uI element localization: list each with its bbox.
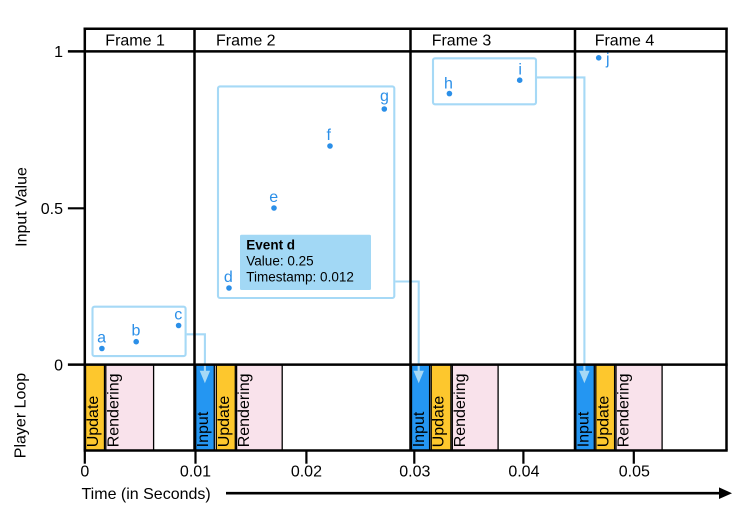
svg-text:h: h — [444, 75, 453, 92]
svg-text:Rendering: Rendering — [616, 373, 633, 447]
svg-text:Frame 3: Frame 3 — [432, 33, 492, 50]
svg-text:b: b — [132, 323, 141, 340]
svg-text:0.04: 0.04 — [508, 464, 539, 481]
svg-text:i: i — [518, 61, 522, 78]
svg-text:0.03: 0.03 — [399, 464, 430, 481]
svg-text:0.5: 0.5 — [41, 201, 63, 218]
svg-text:Event d: Event d — [246, 237, 295, 252]
svg-text:Frame 1: Frame 1 — [105, 33, 165, 50]
svg-text:Frame 4: Frame 4 — [595, 33, 655, 50]
svg-text:j: j — [605, 51, 610, 68]
svg-text:Frame 2: Frame 2 — [216, 33, 276, 50]
svg-text:Input: Input — [575, 411, 592, 447]
svg-text:Update: Update — [85, 396, 102, 448]
svg-text:Input: Input — [411, 411, 428, 447]
svg-text:c: c — [174, 307, 182, 324]
svg-text:Update: Update — [431, 396, 448, 448]
svg-text:1: 1 — [54, 44, 63, 61]
svg-text:Player Loop: Player Loop — [13, 373, 30, 458]
svg-text:Update: Update — [595, 396, 612, 448]
svg-text:Rendering: Rendering — [105, 373, 122, 447]
svg-text:Timestamp: 0.012: Timestamp: 0.012 — [246, 270, 354, 285]
svg-text:0: 0 — [80, 464, 89, 481]
svg-text:Input: Input — [195, 411, 212, 447]
svg-text:g: g — [380, 88, 389, 105]
svg-text:Rendering: Rendering — [452, 373, 469, 447]
svg-text:Time (in Seconds): Time (in Seconds) — [82, 486, 211, 503]
svg-text:Value: 0.25: Value: 0.25 — [246, 254, 313, 269]
svg-text:Update: Update — [216, 396, 233, 448]
svg-text:Rendering: Rendering — [236, 373, 253, 447]
svg-text:e: e — [269, 189, 278, 206]
svg-text:0.02: 0.02 — [291, 464, 322, 481]
svg-text:d: d — [224, 269, 233, 286]
svg-text:Input Value: Input Value — [14, 167, 31, 247]
svg-text:f: f — [326, 127, 331, 144]
svg-text:0.05: 0.05 — [619, 464, 650, 481]
svg-text:a: a — [97, 330, 106, 347]
svg-text:0: 0 — [54, 357, 63, 374]
svg-text:0.01: 0.01 — [180, 464, 211, 481]
